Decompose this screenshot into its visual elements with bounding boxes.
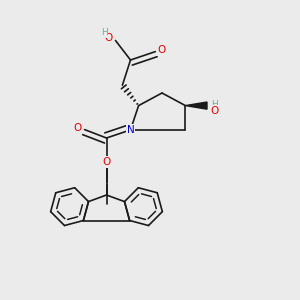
Text: H: H bbox=[211, 100, 218, 109]
Text: O: O bbox=[158, 45, 166, 55]
Text: O: O bbox=[73, 123, 81, 133]
Text: O: O bbox=[210, 106, 219, 116]
Text: O: O bbox=[105, 33, 113, 43]
Text: N: N bbox=[127, 125, 134, 135]
Polygon shape bbox=[185, 102, 207, 109]
Text: H: H bbox=[101, 28, 107, 37]
Text: O: O bbox=[102, 157, 111, 167]
